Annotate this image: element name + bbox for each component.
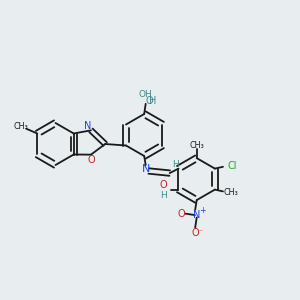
Text: O: O [160,180,167,190]
Text: CH₃: CH₃ [223,188,238,197]
Text: ⁻: ⁻ [198,227,203,236]
Text: O: O [177,208,185,219]
Text: O: O [146,96,153,106]
Text: N: N [84,121,91,130]
Text: N: N [142,164,150,174]
Text: +: + [200,206,206,215]
Text: H: H [149,96,157,106]
Text: H: H [160,190,167,200]
Text: Cl: Cl [227,160,237,171]
Text: O: O [191,227,199,238]
Text: OH: OH [139,90,153,99]
Text: N: N [193,210,200,220]
Text: CH₃: CH₃ [14,122,28,131]
Text: CH₃: CH₃ [189,141,204,150]
Text: H: H [172,160,178,169]
Text: O: O [87,155,95,165]
